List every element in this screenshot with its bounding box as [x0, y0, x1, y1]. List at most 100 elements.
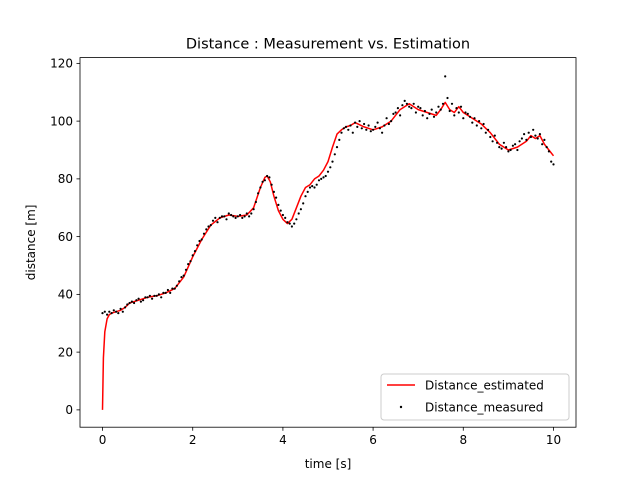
measured-point [387, 122, 390, 126]
measured-point [550, 160, 553, 163]
measured-point [358, 120, 361, 123]
measured-point [496, 141, 499, 144]
measured-point [248, 215, 251, 218]
measured-point [322, 176, 325, 179]
measured-point [284, 216, 287, 219]
measured-point [252, 208, 255, 211]
measured-point [115, 310, 118, 313]
measured-point [306, 190, 309, 193]
measured-point [153, 294, 156, 297]
measured-point [121, 310, 124, 313]
measured-point [225, 218, 228, 221]
measured-point [534, 134, 537, 137]
x-tick-label: 0 [99, 433, 107, 447]
measured-point [223, 215, 226, 218]
y-axis-label: distance [m] [24, 205, 38, 281]
x-tick-label: 4 [279, 433, 287, 447]
measured-point [516, 148, 519, 152]
measured-point [311, 185, 314, 188]
measured-point [297, 212, 300, 215]
measured-point [518, 140, 521, 143]
y-tick-label: 20 [58, 345, 73, 359]
measured-point [110, 312, 113, 315]
measured-point [148, 294, 151, 297]
x-tick-label: 6 [369, 433, 377, 447]
measured-point [421, 114, 424, 117]
measured-point [133, 301, 136, 305]
measured-point [324, 174, 327, 178]
measured-point [173, 287, 176, 290]
legend: Distance_estimated Distance_measured [380, 373, 570, 421]
measured-point [162, 291, 165, 294]
measured-point [317, 179, 321, 182]
measured-point [363, 122, 366, 126]
x-tick-label: 8 [459, 433, 467, 447]
legend-label-measured: Distance_measured [425, 401, 543, 415]
measured-point [552, 163, 555, 166]
measured-point [234, 216, 237, 219]
measured-point [390, 120, 393, 123]
measured-point [376, 121, 379, 124]
measured-point [417, 105, 420, 108]
measured-point [344, 125, 348, 128]
measured-point [142, 299, 145, 302]
measured-point [381, 131, 384, 134]
series-layer [101, 75, 555, 410]
measured-point [155, 294, 158, 297]
measured-point [523, 133, 526, 136]
measured-point [218, 216, 221, 219]
measured-point [338, 138, 341, 141]
y-tick-label: 100 [50, 114, 73, 128]
measured-point [236, 215, 239, 218]
measured-point [119, 307, 122, 310]
measured-point [435, 111, 438, 114]
measured-point [268, 176, 271, 179]
measured-point [302, 202, 305, 205]
measured-point [259, 186, 262, 189]
measured-point [414, 111, 417, 114]
measured-point [525, 138, 528, 141]
measured-point [493, 134, 496, 137]
measured-point [491, 140, 494, 143]
measured-point [166, 288, 169, 292]
measured-point [320, 177, 323, 180]
measured-point [198, 239, 201, 243]
measured-point [468, 115, 472, 118]
measured-point [335, 146, 339, 149]
measured-point [448, 109, 451, 113]
measured-point [182, 274, 185, 277]
measured-point [403, 99, 406, 102]
measured-point [455, 107, 458, 110]
measured-point [419, 107, 422, 110]
measured-point [157, 293, 160, 296]
measured-point [160, 296, 163, 299]
measured-point [408, 105, 411, 108]
measured-point [541, 143, 544, 146]
measured-point [538, 133, 542, 136]
measured-point [254, 200, 257, 204]
measured-point [117, 312, 120, 315]
measured-point [164, 291, 167, 294]
measured-point [191, 254, 194, 257]
x-axis-label: time [s] [305, 457, 352, 471]
measured-point [450, 102, 454, 105]
measured-point [216, 221, 219, 224]
measured-point [290, 225, 293, 228]
measured-point [101, 312, 104, 315]
measured-point [171, 287, 174, 290]
measured-point [257, 192, 260, 195]
legend-swatch-measured [399, 405, 403, 409]
measured-point [196, 244, 199, 247]
measured-point [308, 186, 312, 189]
measured-point [482, 122, 485, 126]
plot-area-frame [79, 57, 577, 428]
measured-point [502, 141, 505, 144]
measured-point [124, 306, 127, 309]
measured-point [331, 160, 334, 163]
measured-point [500, 147, 503, 150]
measured-point [367, 124, 370, 127]
y-tick-label: 80 [58, 172, 73, 186]
measured-point [342, 127, 345, 130]
measured-point [412, 102, 415, 105]
